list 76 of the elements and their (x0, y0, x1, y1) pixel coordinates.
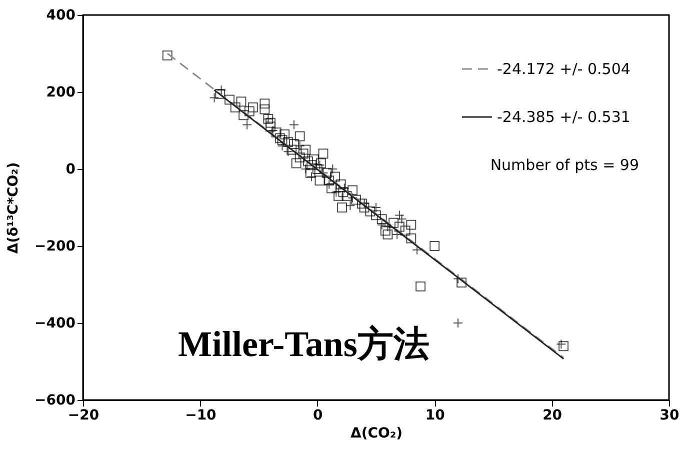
point (406, 220, 416, 230)
point (230, 102, 240, 112)
y-tick-label: −600 (34, 392, 76, 408)
point (294, 131, 305, 142)
point (351, 194, 362, 205)
point (416, 281, 426, 292)
x-tick-label: 0 (313, 408, 324, 424)
point (280, 129, 290, 140)
point (306, 160, 317, 170)
point (382, 229, 393, 240)
point (286, 144, 297, 155)
point (324, 176, 334, 186)
point (260, 98, 270, 109)
point (248, 102, 258, 112)
y-tick-label: −400 (34, 316, 76, 332)
legend-label: -24.385 +/- 0.531 (497, 108, 630, 126)
point (388, 218, 399, 228)
point (456, 278, 467, 288)
point (334, 190, 344, 201)
point (312, 164, 322, 174)
point (266, 118, 276, 128)
point (294, 152, 305, 162)
point (277, 135, 288, 146)
point (298, 148, 308, 159)
point (348, 185, 358, 196)
point (337, 202, 347, 212)
point (244, 106, 254, 116)
point (394, 222, 404, 232)
annotation: Miller-Tans方法 (178, 324, 430, 364)
point (260, 104, 270, 114)
point (338, 187, 348, 198)
point (236, 96, 246, 107)
point (291, 158, 302, 168)
point (430, 241, 440, 251)
point (274, 133, 285, 144)
point (215, 88, 226, 99)
point (266, 122, 276, 132)
y-tick-label: 400 (46, 8, 76, 24)
point (406, 233, 416, 244)
point (300, 144, 311, 155)
x-tick-label: −10 (185, 408, 217, 424)
point (342, 190, 352, 201)
point (283, 137, 294, 148)
y-tick-label: 0 (66, 162, 76, 178)
annotation: Number of pts = 99 (490, 156, 639, 174)
point (322, 168, 332, 178)
point (365, 206, 376, 216)
point (400, 226, 410, 236)
legend-label: -24.172 +/- 0.504 (497, 60, 630, 78)
point (303, 156, 313, 166)
x-tick-label: 20 (542, 408, 562, 424)
point (359, 202, 370, 212)
y-tick-label: 200 (46, 84, 76, 100)
x-tick-label: 30 (660, 408, 680, 424)
point (305, 168, 316, 178)
point (558, 341, 568, 352)
point (308, 154, 319, 164)
point (371, 210, 381, 220)
y-tick-label: −200 (34, 238, 76, 254)
point (336, 179, 346, 190)
point (314, 176, 325, 186)
point (330, 172, 340, 182)
point (271, 127, 282, 138)
x-axis-title: Δ(CO₂) (350, 426, 402, 442)
point (238, 110, 249, 120)
x-tick-label: −20 (68, 408, 100, 424)
point (356, 198, 367, 209)
point (224, 94, 234, 105)
point (288, 139, 299, 149)
point (162, 50, 172, 60)
point (326, 183, 336, 194)
point (318, 148, 328, 159)
x-tick-label: 10 (425, 408, 446, 424)
y-axis-title: Δ(δ¹³C*CO₂) (6, 162, 22, 254)
point (380, 226, 390, 236)
point (376, 214, 387, 224)
